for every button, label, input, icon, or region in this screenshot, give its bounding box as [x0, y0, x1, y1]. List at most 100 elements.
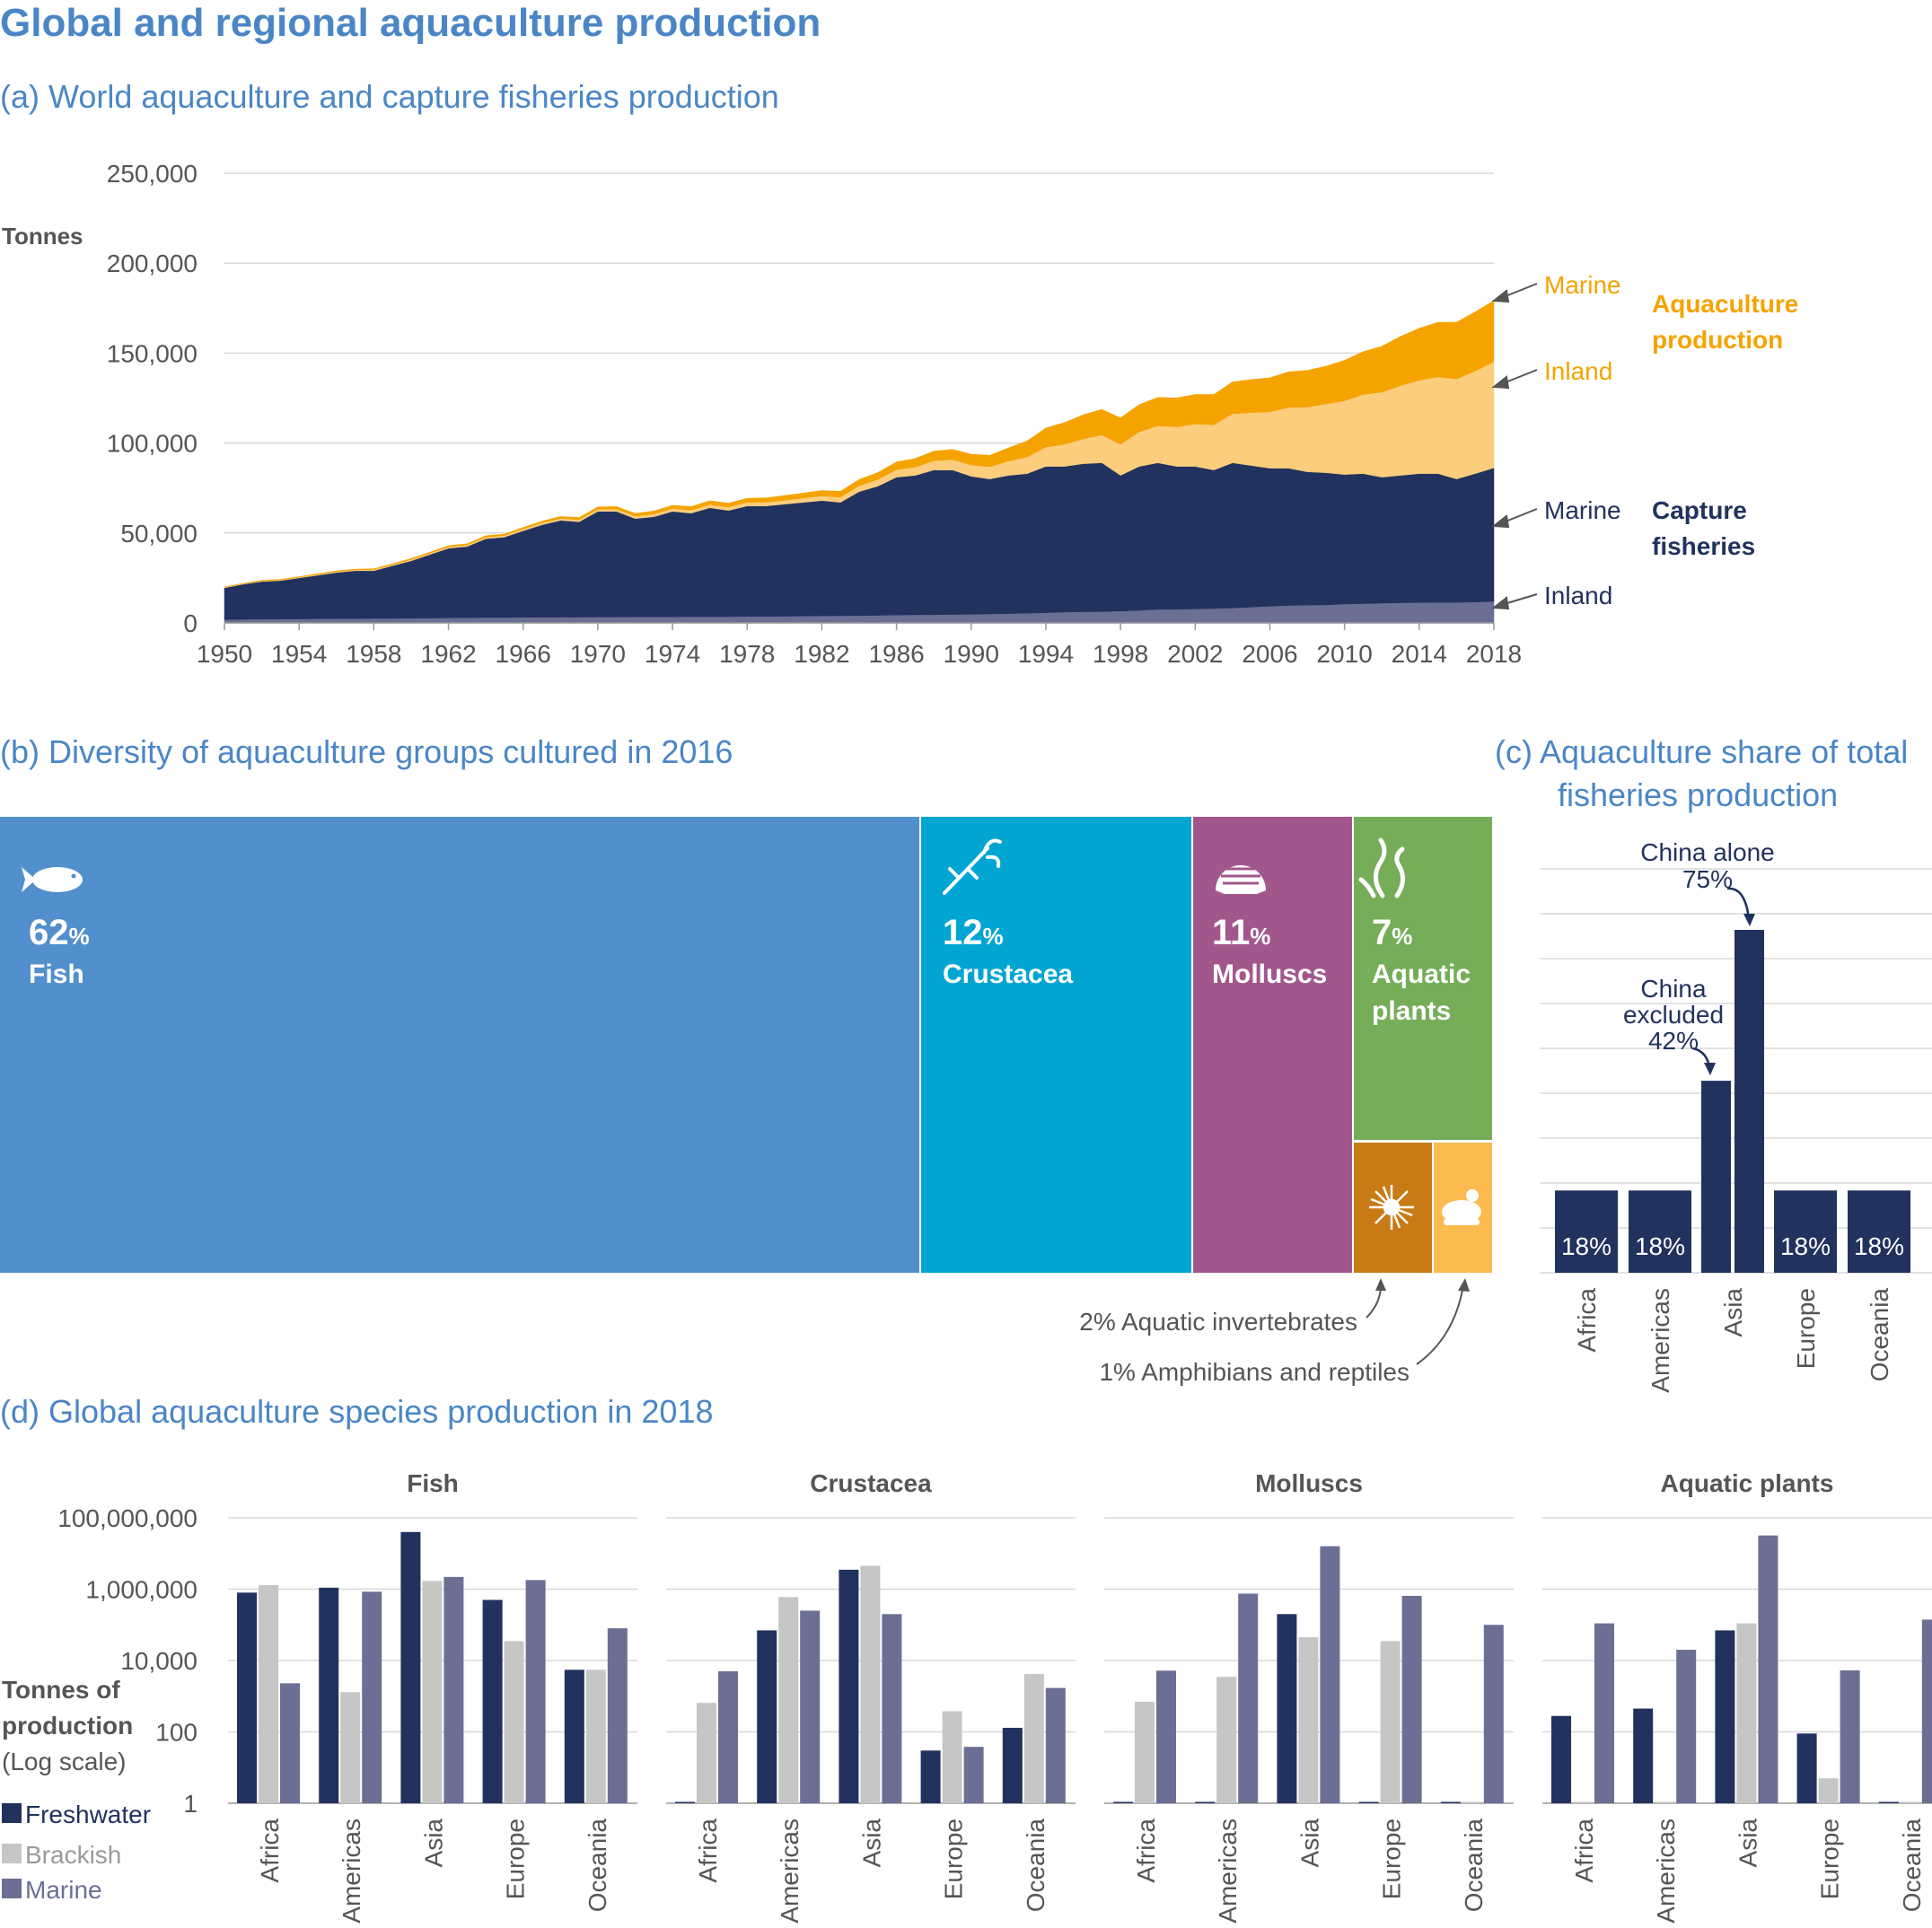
- panel-c-bar: [1734, 930, 1764, 1273]
- fish-icon: [22, 867, 83, 892]
- bar-marine: [1676, 1650, 1697, 1803]
- panel-d-y-tick-label: 100,000,000: [57, 1504, 198, 1532]
- bar-brackish: [585, 1669, 606, 1803]
- bar-marine: [1401, 1595, 1422, 1803]
- crustacea-block: [921, 817, 1191, 1273]
- bar-brackish: [942, 1711, 962, 1803]
- panel-c-region-labels: Africa Americas Asia Europe Oceania: [1573, 1288, 1893, 1393]
- panel-d-group-title: Molluscs: [1255, 1469, 1363, 1497]
- arrowhead-amphibians: [1458, 1278, 1470, 1292]
- bar-marine: [1840, 1669, 1860, 1803]
- molluscs-block: [1193, 817, 1352, 1273]
- legend-swatch-freshwater: [2, 1803, 22, 1823]
- arrowhead-invertebrates: [1375, 1278, 1386, 1291]
- panel-a-x-tick-label: 1958: [346, 640, 401, 668]
- bar-marine: [882, 1614, 902, 1803]
- panel-a-x-tick-label: 2010: [1316, 640, 1372, 668]
- panel-d-region-label: Europe: [1378, 1818, 1406, 1899]
- bar-marine: [718, 1670, 738, 1803]
- panel-c-bar: [1629, 1190, 1691, 1273]
- bar-marine: [607, 1628, 628, 1803]
- panel-d-region-label: Europe: [1816, 1818, 1844, 1899]
- panel-d-y-tick-label: 1,000,000: [85, 1576, 198, 1604]
- panel-a-subtitle: (a) World aquaculture and capture fisher…: [0, 78, 779, 115]
- panel-d-region-label: Americas: [776, 1818, 804, 1924]
- china-excluded-label-line2: excluded: [1623, 1001, 1724, 1029]
- panel-a-x-tick-label: 1982: [794, 640, 849, 668]
- panel-d-charts: 1 100 10,000 1,000,000 100,000,000 Fish Africa…: [57, 1469, 1932, 1924]
- arrow-amphibians: [1416, 1284, 1464, 1365]
- panel-a-x-axis: 1950 1954 1958 1962 1966 1970 1974 1978 1982 1986…: [197, 622, 1522, 668]
- bar-brackish: [1023, 1673, 1044, 1803]
- bar-brackish: [1380, 1641, 1401, 1803]
- bar-freshwater: [1195, 1801, 1216, 1803]
- bar-freshwater: [1113, 1801, 1133, 1803]
- bar-freshwater: [1358, 1801, 1379, 1803]
- panel-d-y-tick-label: 100: [155, 1719, 198, 1747]
- legend-brackish: Brackish: [25, 1841, 121, 1869]
- panel-a-y-tick-label: 150,000: [107, 339, 198, 367]
- china-excluded-label-line1: China: [1640, 975, 1707, 1003]
- arrowhead-capture-inland: [1491, 596, 1510, 610]
- bar-brackish: [778, 1597, 799, 1803]
- molluscs-label: Molluscs: [1212, 960, 1327, 989]
- bar-freshwater: [400, 1531, 421, 1803]
- panel-d-y-title: Tonnes of production (Log scale): [2, 1676, 133, 1775]
- panel-d-group-title: Aquatic plants: [1661, 1469, 1834, 1497]
- panel-d-ylabel-line2: production: [2, 1712, 133, 1740]
- panel-c-subtitle-line2: fisheries production: [1558, 776, 1838, 813]
- bar-freshwater: [1551, 1715, 1571, 1803]
- bar-brackish: [1462, 1801, 1482, 1803]
- panel-d-region-label: Americas: [1652, 1818, 1680, 1924]
- panel-a-x-tick-label: 1978: [719, 640, 775, 668]
- panel-a-x-tick-label: 2014: [1392, 640, 1447, 668]
- panel-a-y-tick-label: 0: [183, 609, 198, 637]
- crustacea-percent: 12%: [943, 913, 1004, 952]
- panel-c-subtitle-line1: (c) Aquaculture share of total: [1495, 733, 1908, 770]
- panel-c-bar: [1555, 1190, 1618, 1273]
- panel-b-subtitle: (b) Diversity of aquaculture groups cult…: [0, 733, 733, 770]
- capture-inland-label: Inland: [1544, 582, 1612, 609]
- bar-freshwater: [564, 1669, 584, 1803]
- bar-brackish: [340, 1692, 361, 1803]
- fish-percent: 62%: [29, 913, 90, 952]
- bar-freshwater: [839, 1569, 859, 1803]
- panel-c-bar: [1701, 1081, 1731, 1273]
- bar-brackish: [1736, 1623, 1757, 1803]
- bar-marine: [800, 1610, 821, 1803]
- plants-label-line1: Aquatic: [1372, 960, 1471, 989]
- panel-d-region-label: Oceania: [1022, 1818, 1049, 1913]
- main-title: Global and regional aquaculture producti…: [0, 1, 821, 45]
- bar-freshwater: [1715, 1630, 1735, 1803]
- bar-brackish: [1655, 1801, 1675, 1803]
- bar-marine: [443, 1576, 464, 1803]
- bar-brackish: [422, 1581, 443, 1803]
- panel-c-bar-value: 18%: [1635, 1232, 1685, 1260]
- arrowhead-aqua-inland: [1491, 375, 1510, 390]
- bar-freshwater: [1796, 1733, 1817, 1803]
- molluscs-percent: 11%: [1212, 913, 1270, 952]
- panel-a-x-tick-label: 1950: [197, 640, 252, 668]
- bar-freshwater: [237, 1592, 257, 1803]
- panel-d-region-label: Americas: [338, 1818, 365, 1924]
- panel-d-legend: Freshwater Brackish Marine: [2, 1801, 151, 1904]
- panel-a-x-tick-label: 1990: [944, 640, 999, 668]
- frog-icon: [1442, 1189, 1481, 1225]
- panel-c-bar-value: 18%: [1780, 1232, 1831, 1260]
- bar-marine: [1238, 1593, 1259, 1803]
- panel-a-x-tick-label: 2018: [1466, 640, 1522, 668]
- capture-group-label-line2: fisheries: [1652, 532, 1755, 560]
- legend-swatch-brackish: [2, 1844, 22, 1863]
- bar-freshwater: [319, 1587, 339, 1803]
- crustacea-label: Crustacea: [943, 960, 1073, 989]
- panel-d-region-label: Americas: [1214, 1818, 1242, 1924]
- bar-freshwater: [1878, 1801, 1899, 1803]
- bar-brackish: [1298, 1637, 1319, 1803]
- bar-brackish: [1135, 1701, 1155, 1803]
- bar-marine: [1594, 1623, 1614, 1803]
- panel-a-x-tick-label: 1954: [271, 640, 327, 668]
- panel-d-region-label: Asia: [857, 1818, 885, 1868]
- bar-marine: [1320, 1546, 1340, 1803]
- panel-a-x-tick-label: 1962: [420, 640, 476, 668]
